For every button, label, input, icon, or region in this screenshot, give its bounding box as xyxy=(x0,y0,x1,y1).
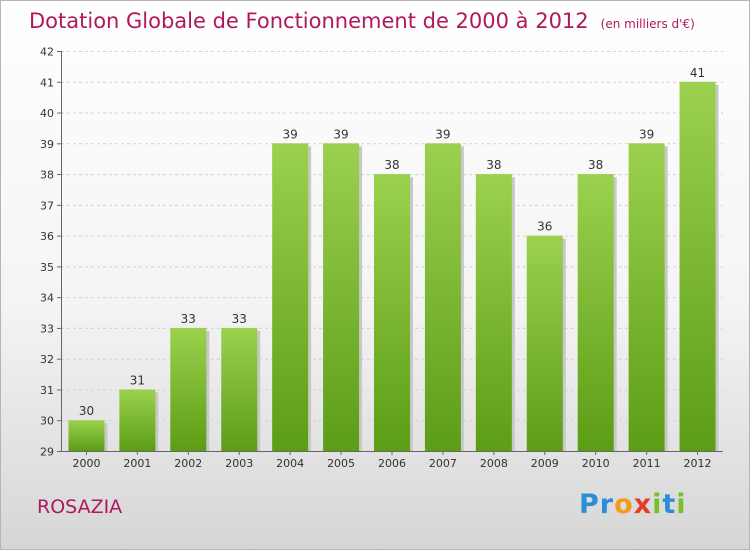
y-tick-label: 41 xyxy=(40,76,54,89)
x-tick-label: 2007 xyxy=(429,457,457,470)
data-label: 31 xyxy=(130,373,145,387)
logo-letter: o xyxy=(614,489,634,520)
x-tick-label: 2010 xyxy=(582,457,610,470)
x-tick-label: 2004 xyxy=(276,457,304,470)
logo-letter: P xyxy=(579,489,600,520)
x-tick-label: 2008 xyxy=(480,457,508,470)
x-axis: 2000 2001 2002 2003 2004 2005 2006 2007 2008 2009… xyxy=(61,451,723,470)
logo-letter: i xyxy=(676,489,687,520)
y-tick-label: 32 xyxy=(40,353,54,366)
x-tick-label: 2005 xyxy=(327,457,355,470)
bar-2007 xyxy=(424,143,461,452)
y-axis: 29 30 31 32 33 34 35 36 37 38 39 40 41 42 xyxy=(40,46,62,459)
bar-2009 xyxy=(526,235,563,451)
y-tick-label: 39 xyxy=(40,138,54,151)
data-label: 39 xyxy=(435,127,450,141)
x-tick-label: 2012 xyxy=(684,457,712,470)
bar-2004 xyxy=(272,143,309,452)
chart-title-text: Dotation Globale de Fonctionnement de 20… xyxy=(29,9,589,33)
bar-2012 xyxy=(679,81,716,452)
commune-name: ROSAZIA xyxy=(37,496,123,518)
logo-letter: i xyxy=(652,489,663,520)
x-tick-label: 2006 xyxy=(378,457,406,470)
logo-letter: t xyxy=(662,489,677,520)
bar-2010 xyxy=(577,174,614,452)
data-label: 38 xyxy=(486,158,501,172)
chart-subtitle: (en milliers d'€) xyxy=(600,17,695,31)
y-tick-label: 29 xyxy=(40,446,54,459)
x-tick-label: 2000 xyxy=(72,457,100,470)
y-tick-label: 30 xyxy=(40,415,54,428)
y-tick-label: 36 xyxy=(40,230,54,243)
bar-2001 xyxy=(119,389,156,451)
bar-2008 xyxy=(475,174,512,452)
data-label: 36 xyxy=(537,220,552,234)
proxiti-logo: Proxiti xyxy=(579,489,687,520)
data-label: 33 xyxy=(181,312,196,326)
x-tick-label: 2009 xyxy=(531,457,559,470)
data-label: 41 xyxy=(690,66,705,80)
x-tick-label: 2001 xyxy=(123,457,151,470)
data-label: 38 xyxy=(588,158,603,172)
bars: 30 31 33 33 39 39 38 39 38 36 38 39 41 xyxy=(68,66,719,452)
y-tick-label: 40 xyxy=(40,107,54,120)
chart-title: Dotation Globale de Fonctionnement de 20… xyxy=(29,9,695,33)
y-tick-label: 35 xyxy=(40,261,54,274)
data-label: 30 xyxy=(79,404,94,418)
y-tick-label: 33 xyxy=(40,322,54,335)
y-tick-label: 37 xyxy=(40,199,54,212)
y-tick-label: 42 xyxy=(40,46,54,59)
x-tick-label: 2002 xyxy=(174,457,202,470)
y-tick-label: 34 xyxy=(40,292,54,305)
bar-2002 xyxy=(170,327,207,451)
data-label: 33 xyxy=(232,312,247,326)
logo-letter: r xyxy=(599,489,615,520)
x-tick-label: 2011 xyxy=(633,457,661,470)
bar-2003 xyxy=(221,327,258,451)
data-label: 38 xyxy=(384,158,399,172)
y-tick-label: 38 xyxy=(40,169,54,182)
data-label: 39 xyxy=(283,127,298,141)
data-label: 39 xyxy=(639,127,654,141)
bar-2011 xyxy=(628,143,665,452)
data-label: 39 xyxy=(333,127,348,141)
y-tick-label: 31 xyxy=(40,384,54,397)
x-tick-label: 2003 xyxy=(225,457,253,470)
logo-letter: x xyxy=(633,489,653,520)
bar-2005 xyxy=(323,143,360,452)
bar-2000 xyxy=(68,420,105,451)
bar-2006 xyxy=(374,174,410,452)
